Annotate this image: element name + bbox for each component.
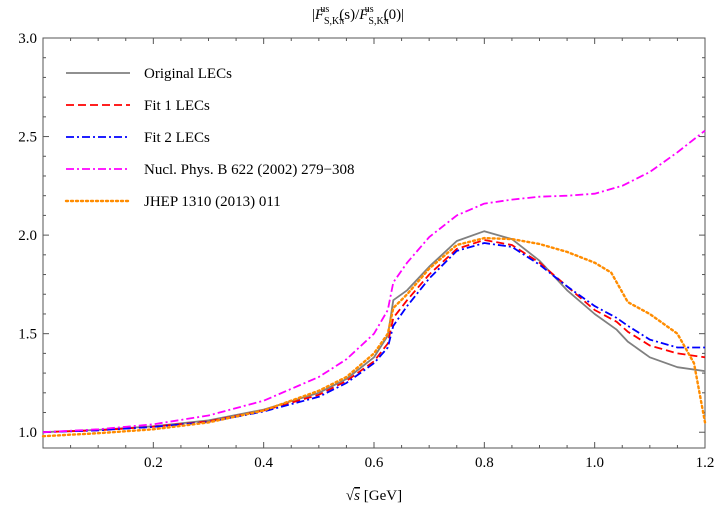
x-axis-label: √s [GeV] xyxy=(346,488,402,504)
y-tick-label: 2.5 xyxy=(18,130,37,146)
series-lines xyxy=(41,129,707,438)
series-line-5 xyxy=(41,236,707,438)
y-tick-label: 1.0 xyxy=(18,425,37,441)
legend-label-1: Original LECs xyxy=(144,66,232,82)
series-line-1 xyxy=(42,230,706,434)
y-tick-label: 2.0 xyxy=(18,228,37,244)
x-tick-label: 1.2 xyxy=(696,455,715,471)
plot-frame xyxy=(42,37,706,449)
x-tick-label: 1.0 xyxy=(585,455,604,471)
y-tick-label: 3.0 xyxy=(18,31,37,47)
chart-title: |FS,Kπus (s)/FS,Kπus (0)| xyxy=(312,4,404,27)
y-tick-label: 1.5 xyxy=(18,327,37,343)
series-line-4 xyxy=(42,129,706,434)
x-tick-label: 0.2 xyxy=(144,455,163,471)
legend-label-4: Nucl. Phys. B 622 (2002) 279−308 xyxy=(144,162,355,178)
legend-label-5: JHEP 1310 (2013) 011 xyxy=(144,194,281,210)
series-line-3 xyxy=(42,242,705,434)
x-tick-label: 0.4 xyxy=(254,455,273,471)
legend: Original LECs Fit 1 LECs Fit 2 LECs Nucl. P… xyxy=(64,66,355,210)
axis-ticks: 0.2 0.4 0.6 0.8 1.0 1.2 1.0 1.5 2.0 2.5 3.0 xyxy=(18,31,714,471)
series-line-2 xyxy=(42,239,706,434)
legend-label-2: Fit 1 LECs xyxy=(144,98,210,114)
legend-label-3: Fit 2 LECs xyxy=(144,130,210,146)
x-tick-label: 0.8 xyxy=(475,455,494,471)
x-tick-label: 0.6 xyxy=(365,455,384,471)
